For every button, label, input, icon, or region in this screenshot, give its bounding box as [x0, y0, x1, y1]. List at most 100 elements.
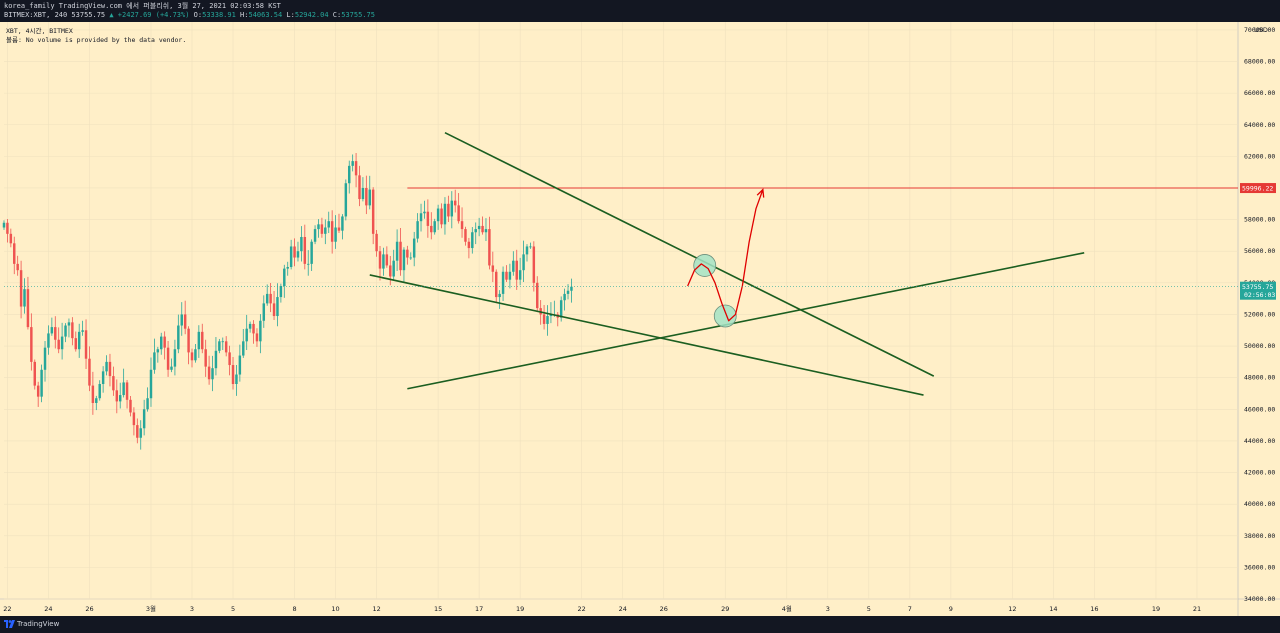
candle	[19, 270, 23, 307]
candle	[142, 409, 146, 429]
tradingview-logo-icon[interactable]	[4, 620, 15, 628]
x-tick-label: 16	[1090, 605, 1098, 613]
y-tick-label: 58000.00	[1244, 216, 1275, 224]
candle	[501, 271, 505, 294]
candle	[54, 327, 57, 340]
candle	[303, 236, 307, 264]
candle	[306, 263, 310, 265]
candle	[33, 361, 36, 386]
plot-background	[0, 22, 1280, 616]
candle	[231, 365, 235, 385]
candle	[279, 285, 283, 298]
candle	[95, 398, 98, 403]
y-tick-label: 56000.00	[1244, 247, 1275, 255]
candle	[177, 325, 180, 350]
last-price-tag	[1240, 281, 1276, 300]
candle	[296, 251, 300, 258]
legend-title: XBT, 4시간, BITMEX	[6, 27, 73, 35]
candle	[105, 361, 108, 372]
symbol-info: BITMEX:XBT, 240 53755.75	[4, 11, 106, 19]
candle	[416, 221, 419, 239]
candle	[60, 336, 64, 350]
x-tick-label: 3	[190, 605, 194, 613]
x-tick-label: 12	[372, 605, 380, 613]
tradingview-brand: TradingView	[17, 620, 60, 628]
candle	[477, 225, 481, 230]
open-label: O:	[193, 11, 203, 19]
candle	[546, 316, 549, 324]
candle	[228, 352, 231, 366]
candle	[351, 161, 354, 166]
close-label: C:	[332, 11, 342, 19]
candle	[566, 290, 570, 294]
trendline-1	[444, 131, 935, 377]
candle	[6, 222, 9, 234]
candle	[88, 358, 91, 386]
candle	[163, 336, 166, 348]
chart-legend: XBT, 4시간, BITMEX 볼륨: No volume is provid…	[6, 27, 186, 45]
trendline-3	[407, 252, 1085, 390]
candle	[132, 412, 136, 426]
candle	[293, 246, 296, 258]
candle	[392, 260, 395, 277]
x-tick-label: 15	[434, 605, 442, 613]
candle	[115, 390, 119, 402]
candle	[283, 268, 286, 286]
candle	[412, 238, 416, 258]
candle	[207, 366, 211, 380]
candle	[170, 366, 173, 370]
candle	[156, 349, 160, 353]
candle	[460, 221, 464, 230]
candle	[255, 333, 259, 342]
y-tick-label: 42000.00	[1244, 469, 1275, 477]
candle	[385, 254, 389, 266]
candle	[570, 286, 573, 291]
candle	[419, 213, 423, 222]
x-tick-label: 26	[660, 605, 668, 613]
x-tick-label: 19	[516, 605, 524, 613]
candle	[180, 314, 183, 326]
y-tick-label: 66000.00	[1244, 89, 1275, 97]
y-tick-label: 46000.00	[1244, 405, 1275, 413]
candle	[84, 330, 88, 359]
candle	[81, 330, 84, 332]
candle	[495, 271, 498, 298]
candle	[508, 271, 512, 280]
candle	[525, 246, 529, 255]
candle	[464, 229, 467, 242]
candle	[378, 251, 382, 269]
forecast-path	[687, 189, 764, 322]
candle	[272, 303, 276, 317]
x-tick-label: 7	[908, 605, 912, 613]
candle	[269, 293, 272, 304]
x-tick-label: 5	[231, 605, 235, 613]
x-tick-label: 12	[1008, 605, 1016, 613]
candle	[320, 224, 324, 234]
candle	[430, 225, 433, 233]
trendline-2	[369, 274, 924, 396]
y-tick-label: 36000.00	[1244, 563, 1275, 571]
y-tick-label: 40000.00	[1244, 500, 1275, 508]
candle	[183, 314, 187, 329]
candle	[522, 254, 525, 271]
candle	[57, 339, 60, 350]
y-tick-label: 34000.00	[1244, 595, 1275, 603]
bottom-bar: TradingView	[0, 616, 1280, 633]
candle	[204, 349, 207, 367]
candle	[310, 241, 313, 264]
candle	[313, 229, 317, 242]
candle	[382, 254, 385, 269]
x-tick-label: 24	[619, 605, 627, 613]
candle	[536, 282, 539, 309]
candle	[30, 327, 33, 362]
candle	[433, 221, 436, 233]
x-tick-label: 22	[578, 605, 586, 613]
y-tick-label: 52000.00	[1244, 310, 1275, 318]
candle	[23, 289, 26, 307]
candle	[317, 224, 320, 230]
x-tick-label: 19	[1152, 605, 1160, 613]
price-chart[interactable]: 34000.00 36000.00 38000.00 40000.00 42000.00…	[0, 22, 1280, 616]
candle	[166, 347, 170, 370]
candle	[423, 211, 426, 214]
x-tick-label: 29	[721, 605, 729, 613]
